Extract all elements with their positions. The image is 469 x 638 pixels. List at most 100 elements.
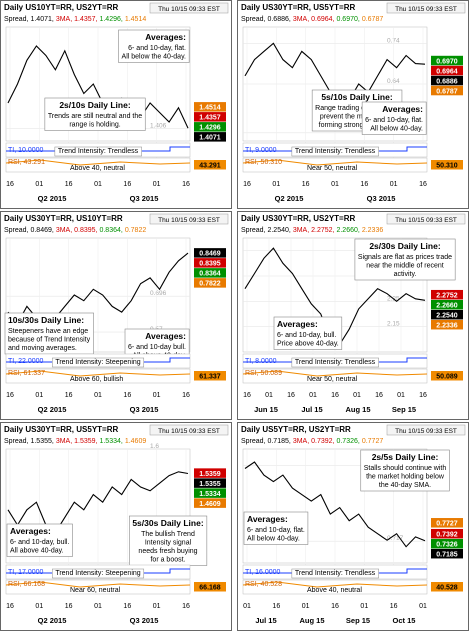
series-header: Spread, 0.8469, 3MA, 0.8395, 0.8364, 0.7822 [4,227,146,234]
panel: Daily US30YT=RR, US5YT=RR Thu 10/15 09:33… [237,0,469,209]
header-part: 0.8364, [99,227,122,234]
panel-title: Daily US30YT=RR, US5YT=RR [4,425,118,434]
header-part: 1.5334, [99,438,122,445]
annotation: 10s/30s Daily Line: Steepeners have an ed… [4,312,94,355]
header-part: 1.4609 [125,438,147,445]
price-tag [194,112,226,122]
x-tick-label: 16 [6,603,14,610]
price-tag-label: 1.4609 [199,501,221,508]
period-label: Jul 15 [301,405,322,414]
x-tick-label: 01 [243,603,251,610]
averages-box [118,29,190,63]
annotation-line: prevent the market from [320,114,394,121]
annotation-title: 2s/30s Daily Line: [369,241,441,251]
period-label: Q2 2015 [275,194,304,203]
price-tag [431,548,463,559]
x-tick-label: 01 [265,392,273,399]
annotation-line: Trends are still neutral and the [48,113,142,120]
averages-line: 6- and 10-day bull. [128,344,186,351]
rsi-line-decor [242,159,428,166]
period-label: Oct 15 [393,616,416,625]
x-tick-label: 16 [331,603,339,610]
averages-line: All below 40-day. [370,126,423,133]
annotation-title: 10s/30s Daily Line: [8,315,84,325]
averages-line: 6- and 10-day, bull. [10,539,69,546]
y-tick-label: 1.406 [150,123,167,130]
annotation-line: Signals are flat as prices trade [358,254,452,261]
price-tag [431,528,463,539]
averages: Averages: 6- and 10-day, flat. All below 4… [243,511,309,545]
price-tag [194,488,226,498]
x-tick-label: 16 [390,603,398,610]
x-tick-label: 01 [397,392,405,399]
annotation-title: 2s/10s Daily Line: [59,100,131,110]
y-tick-label: 0.717 [387,535,404,542]
header-part: 0.7727 [362,438,384,445]
header-part: 0.6970, [336,16,359,23]
averages-box [273,316,343,350]
period-label: Sep 15 [392,405,416,414]
price-tag [431,85,463,96]
x-tick-label: 01 [35,603,43,610]
ti-label: TI, 17.0000 [8,569,44,576]
price-tag [194,248,226,258]
header-part: Spread, 0.7185, [241,438,291,445]
rsi-label: RSI, 43.291 [8,159,45,166]
price-tag [431,538,463,549]
trend-box [54,146,142,157]
rsi-label: RSI, 61.337 [8,370,45,377]
price-tag-label: 1.5355 [199,481,221,488]
annotation-box [360,449,450,492]
price-tag [194,468,226,478]
panel-title: Daily US30YT=RR, US5YT=RR [241,3,355,12]
price-tag-label: 0.8469 [199,251,221,258]
x-tick-label: 01 [302,603,310,610]
header-part: 0.6787 [362,16,384,23]
x-tick-label: 16 [272,603,280,610]
price-tag [194,278,226,288]
x-tick-label: 16 [123,181,131,188]
y-tick-label: 0.696 [150,290,167,297]
timestamp: Thu 10/15 09:33 EST [158,428,220,435]
period-label: Q2 2015 [38,616,67,625]
price-tag-label: 0.6886 [436,78,458,85]
x-tick-label: 01 [94,392,102,399]
panel-title: Daily US30YT=RR, US2YT=RR [241,214,355,223]
header-part: 1.4514 [125,16,147,23]
x-tick-label: 01 [35,392,43,399]
trend-label: Trend Intensity: Trendless [295,148,376,155]
price-tag-label: 2.2336 [436,322,458,329]
price-tag-label: 0.6970 [436,58,458,65]
x-tick-label: 16 [6,181,14,188]
price-tag [431,65,463,76]
timestamp-box [386,424,466,436]
rsi-note: Above 40, neutral [70,165,125,172]
timestamp-box [149,424,229,436]
x-tick-label: 01 [94,181,102,188]
price-tag-label: 1.4514 [199,105,221,112]
averages-title: Averages: [10,526,51,536]
period-label: Jul 15 [255,616,276,625]
x-tick-label: 01 [272,181,280,188]
price-tag-label: 2.2752 [436,292,458,299]
header-part: 2.2660, [336,227,359,234]
annotation-line: and moving averages. [8,345,77,352]
timestamp-box [149,2,229,14]
timestamp: Thu 10/15 09:33 EST [158,217,220,224]
price-tag-label: 1.5334 [199,491,221,498]
timestamp: Thu 10/15 09:33 EST [158,6,220,13]
price-tag-label: 1.4071 [199,135,221,142]
x-tick-label: 01 [153,392,161,399]
panel: Daily US30YT=RR, US2YT=RR Thu 10/15 09:33… [237,211,469,420]
header-part: Spread, 0.6886, [241,16,291,23]
price-tag-label: 1.4296 [199,125,221,132]
price-tag [194,478,226,488]
price-tag-label: 0.6787 [436,88,458,95]
price-tag [194,132,226,142]
annotation-title: 2s/5s Daily Line: [372,452,439,462]
annotation-box [354,238,456,281]
price-tag-label: 0.8395 [199,261,221,268]
y-tick-label: 1.6 [150,443,159,450]
price-tag-label: 0.7727 [436,521,458,528]
annotation-line: for a boost. [150,557,185,564]
